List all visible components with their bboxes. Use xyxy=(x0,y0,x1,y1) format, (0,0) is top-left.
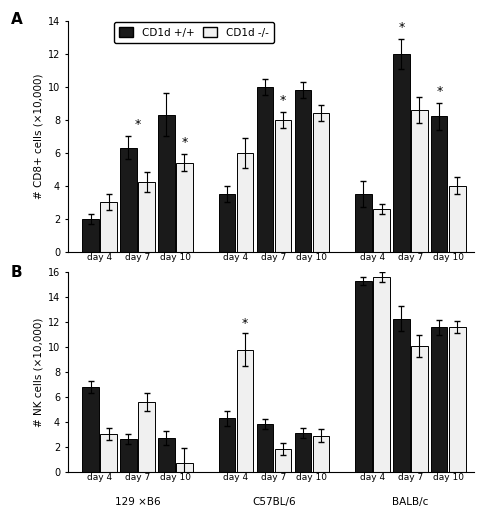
Bar xyxy=(355,194,372,252)
Bar xyxy=(257,424,273,472)
Bar xyxy=(449,327,466,472)
Text: BALB/c: BALB/c xyxy=(392,281,429,291)
Text: *: * xyxy=(182,136,187,149)
Bar xyxy=(393,319,409,472)
Text: *: * xyxy=(398,21,405,34)
Bar xyxy=(431,327,448,472)
Legend: CD1d +/+, CD1d -/-: CD1d +/+, CD1d -/- xyxy=(114,21,274,43)
Bar xyxy=(158,438,175,472)
Bar xyxy=(295,90,311,252)
Bar xyxy=(431,116,448,252)
Text: 129 ×B6: 129 ×B6 xyxy=(115,281,160,291)
Bar xyxy=(295,433,311,472)
Bar xyxy=(374,209,390,252)
Text: *: * xyxy=(436,85,442,99)
Bar xyxy=(120,148,136,252)
Bar xyxy=(313,113,329,252)
Bar xyxy=(449,185,466,252)
Bar xyxy=(411,346,428,472)
Bar xyxy=(176,162,193,252)
Bar xyxy=(176,463,193,472)
Text: 129 ×B6: 129 ×B6 xyxy=(115,497,160,507)
Text: *: * xyxy=(280,94,286,106)
Text: C57BL/6: C57BL/6 xyxy=(252,281,296,291)
Bar xyxy=(219,418,235,472)
Bar xyxy=(393,54,409,252)
Bar xyxy=(219,194,235,252)
Bar xyxy=(257,87,273,252)
Bar xyxy=(275,120,291,252)
Bar xyxy=(275,449,291,472)
Bar xyxy=(138,182,155,252)
Bar xyxy=(411,110,428,252)
Y-axis label: # NK cells (×10,000): # NK cells (×10,000) xyxy=(33,318,44,427)
Bar xyxy=(158,115,175,252)
Text: BALB/c: BALB/c xyxy=(392,497,429,507)
Text: A: A xyxy=(11,12,23,27)
Bar xyxy=(82,219,99,252)
Bar xyxy=(313,435,329,472)
Text: *: * xyxy=(135,118,140,132)
Bar xyxy=(237,350,253,472)
Bar xyxy=(355,281,372,472)
Bar xyxy=(82,387,99,472)
Y-axis label: # CD8+ cells (×10,000): # CD8+ cells (×10,000) xyxy=(33,73,44,199)
Text: B: B xyxy=(11,265,22,279)
Bar xyxy=(374,278,390,472)
Text: C57BL/6: C57BL/6 xyxy=(252,497,296,507)
Bar xyxy=(237,152,253,252)
Bar xyxy=(120,439,136,472)
Bar xyxy=(138,402,155,472)
Bar xyxy=(100,202,117,252)
Text: *: * xyxy=(242,316,248,330)
Bar xyxy=(100,434,117,472)
